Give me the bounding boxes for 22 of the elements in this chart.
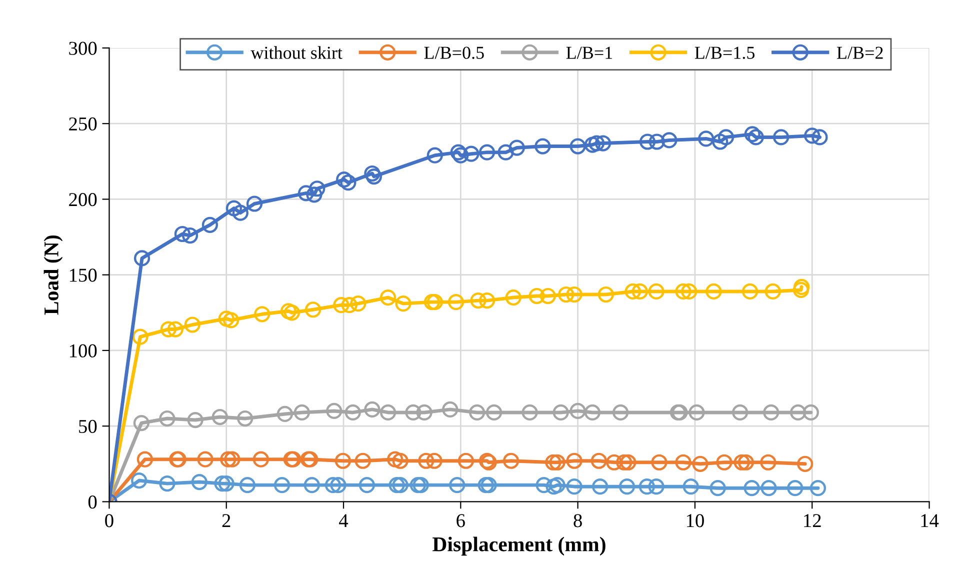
x-tick-label: 12	[804, 514, 821, 527]
x-tick-label: 0	[105, 514, 114, 528]
y-tick-label: 100	[70, 344, 97, 358]
y-tick-label: 300	[69, 42, 97, 55]
y-tick-label: 150	[70, 268, 97, 282]
x-tick-label: 6	[456, 514, 465, 528]
legend-label: L/B=0.5	[424, 46, 484, 59]
legend-label: L/B=1	[566, 46, 612, 59]
y-axis-title: Load (N)	[44, 236, 63, 315]
legend-label: without skirt	[250, 46, 342, 59]
x-axis-title: Displacement (mm)	[432, 536, 606, 556]
legend-label: L/B=1.5	[694, 46, 755, 59]
x-tick-label: 8	[574, 514, 582, 528]
x-tick-label: 2	[222, 514, 230, 527]
legend-label: L/B=2	[836, 46, 883, 59]
x-tick-label: 4	[339, 514, 348, 527]
x-tick-label: 10	[686, 514, 704, 528]
y-tick-label: 200	[69, 193, 97, 206]
x-tick-label: 14	[921, 514, 939, 527]
y-tick-label: 250	[69, 117, 97, 131]
y-tick-label: 50	[79, 420, 97, 434]
y-tick-label: 0	[88, 496, 97, 509]
